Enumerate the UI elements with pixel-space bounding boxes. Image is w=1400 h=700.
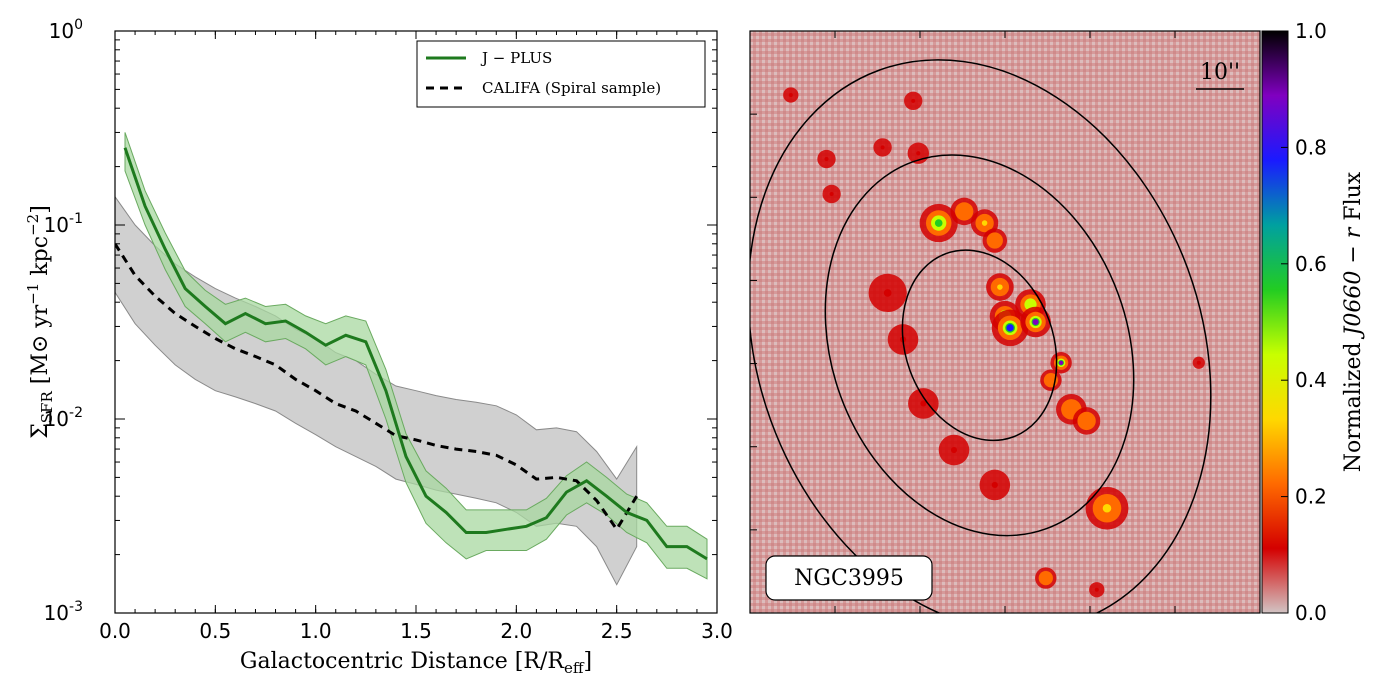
flux-clump (873, 138, 892, 157)
legend-box (416, 40, 706, 108)
flux-clump (908, 388, 939, 419)
flux-clump (817, 149, 836, 169)
colorbar-ticks: 0.0 0.2 0.4 0.6 0.8 1.0 (1281, 19, 1327, 625)
x-tick-label: 1.5 (400, 619, 432, 643)
flux-clump (868, 273, 907, 313)
galaxy-name-box: NGC3995 (765, 555, 933, 601)
isophote-ellipse (901, 249, 1058, 442)
x-axis-label: Galactocentric Distance [R/Reff] (240, 649, 592, 677)
x-tick-label: 0.5 (199, 619, 231, 643)
x-tick-label: 3.0 (701, 619, 733, 643)
line-jplus (123, 147, 708, 561)
scale-bar: 10'' (1196, 60, 1244, 90)
flux-clump (919, 203, 958, 243)
isophote-ellipse (824, 154, 1135, 537)
isophote-ellipse (750, 59, 1212, 613)
colorbar-tick-label: 0.8 (1295, 135, 1327, 159)
y-tick-label: 10-2 (44, 405, 83, 431)
flux-clump (979, 469, 1011, 501)
x-tick-label: 1.0 (300, 619, 332, 643)
flux-clump (1050, 352, 1072, 374)
legend: J − PLUS CALIFA (Spiral sample) (416, 40, 706, 108)
colorbar-gradient (1261, 30, 1289, 614)
isophote-ellipses (750, 59, 1212, 613)
flux-clump (904, 91, 923, 111)
galaxy-name-frame (765, 555, 933, 601)
flux-clump (1192, 356, 1205, 369)
legend-label-jplus: J − PLUS (480, 49, 552, 67)
y-axis-label: ΣSFR [M⊙ yr−1 kpc−2] (24, 205, 56, 439)
flux-clump (982, 228, 1008, 253)
flux-clump (822, 184, 841, 204)
map-ticks (750, 31, 1176, 613)
right-panel: 10'' NGC3995 0.0 0.2 0.4 0.6 0.8 1.0 Normaliz… (749, 19, 1366, 625)
x-axis-ticks: 0.0 0.5 1.0 1.5 2.0 2.5 3.0 (99, 31, 733, 643)
y-tick-label: 10-1 (44, 211, 83, 237)
flux-clump (1040, 369, 1062, 391)
x-tick-label: 2.0 (500, 619, 532, 643)
colorbar: 0.0 0.2 0.4 0.6 0.8 1.0 Normalized J0660 − r … (1261, 19, 1366, 625)
flux-clump (1072, 407, 1101, 435)
flux-clump (1085, 486, 1129, 530)
band-jplus (124, 132, 708, 580)
colorbar-tick-label: 1.0 (1295, 19, 1327, 43)
y-tick-label: 10-3 (44, 599, 83, 625)
flux-clump (991, 309, 1029, 347)
x-tick-label: 0.0 (99, 619, 131, 643)
colorbar-label: Normalized J0660 − r Flux (1341, 171, 1366, 472)
colorbar-tick-label: 0.0 (1295, 601, 1327, 625)
flux-clumps (783, 87, 1205, 598)
legend-label-califa: CALIFA (Spiral sample) (482, 79, 661, 97)
confidence-bands (115, 132, 708, 586)
colorbar-tick-label: 0.2 (1295, 485, 1327, 509)
galaxy-name: NGC3995 (794, 566, 904, 591)
scale-bar-label: 10'' (1200, 60, 1240, 85)
y-axis-ticks: 10-3 10-2 10-1 100 (44, 17, 717, 625)
x-tick-label: 2.5 (601, 619, 633, 643)
line-califa (115, 242, 638, 533)
flux-clump (938, 434, 970, 466)
colorbar-tick-label: 0.4 (1295, 368, 1327, 392)
series-lines (115, 147, 708, 561)
flux-clump (986, 273, 1014, 301)
left-panel: 0.0 0.5 1.0 1.5 2.0 2.5 3.0 10-3 10-2 10-1 100 Ga… (24, 17, 733, 677)
flux-clump (1020, 306, 1051, 338)
y-tick-label: 100 (49, 17, 83, 43)
flux-clump (950, 197, 978, 226)
flux-clump (1089, 582, 1105, 598)
colorbar-tick-label: 0.6 (1295, 252, 1327, 276)
flux-clump (783, 87, 799, 103)
flux-clump (1035, 567, 1057, 589)
